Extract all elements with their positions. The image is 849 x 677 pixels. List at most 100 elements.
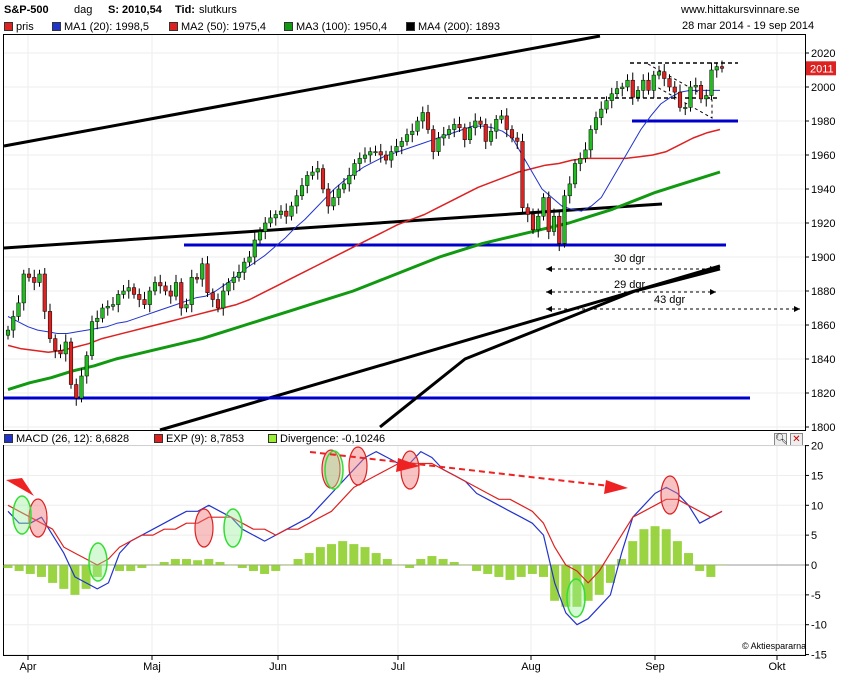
legend-swatch (268, 434, 277, 443)
ma1-line (7, 89, 720, 334)
candle-body (21, 273, 26, 304)
legend-item-ma1: MA1 (20): 1998,5 (52, 21, 149, 33)
divergence-arrow-head-2 (396, 458, 420, 472)
period-label: dag (74, 4, 93, 16)
candle-body (95, 317, 100, 322)
candle-body (11, 316, 16, 331)
divergence-bar (650, 526, 660, 565)
candle-body (331, 197, 336, 207)
type-label: Tid: (175, 4, 195, 16)
candle-body (698, 85, 704, 100)
divergence-bar (661, 529, 671, 565)
divergence-bar (103, 565, 113, 566)
candle-body (583, 149, 588, 159)
bearish-cross-marker (28, 498, 48, 538)
candle-body (651, 74, 656, 91)
y-tick-label: 1860 (811, 320, 835, 332)
arrow-head (546, 266, 552, 272)
x-tick-label: Jun (269, 661, 287, 673)
divergence-bar (427, 556, 437, 565)
bullish-cross-marker (324, 450, 344, 490)
bullish-cross-marker (566, 578, 586, 618)
x-tick-label: Apr (19, 661, 36, 673)
divergence-bar (527, 565, 537, 574)
candle-body (588, 129, 593, 151)
divergence-bar (81, 565, 91, 589)
divergence-bar (371, 553, 381, 565)
candle-body (478, 120, 483, 125)
candle-body (578, 158, 583, 164)
legend-item-divergence: Divergence: -0,10246 (268, 433, 385, 445)
ma2-line (7, 128, 721, 353)
candle-body (509, 129, 515, 139)
divergence-bar (706, 565, 716, 577)
candle-body (362, 154, 368, 159)
candle-body (58, 350, 63, 355)
candle-body (131, 287, 137, 295)
candle-body (147, 290, 152, 305)
divergence-bar (3, 565, 13, 568)
candle-body (646, 79, 651, 91)
candle-body (352, 163, 357, 176)
candle-body (79, 375, 84, 399)
bearish-cross-marker (660, 475, 680, 515)
divergence-arrow-left (6, 478, 34, 496)
close-icon[interactable]: ✕ (790, 433, 803, 446)
divergence-bar (282, 565, 292, 566)
candle-body (173, 282, 179, 297)
candle-body (378, 151, 383, 156)
candle-body (562, 195, 567, 244)
candle-body (436, 137, 441, 152)
candle-body (42, 273, 47, 312)
divergence-bar (260, 565, 270, 574)
macd-legend: MACD (26, 12): 8,6828 EXP (9): 8,7853 Di… (4, 433, 504, 447)
y-tick-label: 1960 (811, 150, 835, 162)
divergence-bar (25, 565, 35, 574)
y-tick-label: 1900 (811, 252, 835, 264)
divergence-bar (92, 565, 102, 577)
candle-body (347, 175, 352, 185)
candle-body (158, 282, 163, 287)
day-count-label: 29 dgr (614, 279, 646, 291)
day-count-label: 43 dgr (654, 294, 686, 306)
divergence-bar (416, 559, 426, 565)
signal-line (7, 462, 723, 584)
divergence-bar (405, 565, 415, 568)
candle-body (625, 79, 630, 88)
x-tick-label: Aug (521, 661, 541, 673)
candle-body (473, 120, 478, 129)
last-close-label: S: 2010,54 (108, 4, 162, 16)
divergence-bar (148, 565, 158, 566)
candle-body (205, 263, 210, 293)
legend-swatch (4, 22, 13, 31)
divergence-bar (14, 565, 24, 571)
candle-body (326, 188, 331, 207)
candle-body (126, 287, 131, 292)
divergence-bar (315, 547, 325, 565)
candle-body (299, 185, 305, 197)
candle-body (593, 117, 599, 130)
divergence-bar (684, 553, 694, 565)
price-legend: pris MA1 (20): 1998,5 MA2 (50): 1975,4 M… (4, 21, 524, 35)
candle-body (446, 129, 452, 135)
legend-swatch (52, 22, 61, 31)
candle-body (284, 210, 289, 217)
price-panel (3, 34, 806, 431)
arrow-head (710, 289, 716, 295)
divergence-bar (572, 565, 582, 607)
candle-body (425, 112, 431, 130)
candle-body (693, 85, 698, 88)
candle-body (116, 294, 121, 305)
divergence-arrow-head (604, 480, 628, 494)
legend-swatch (406, 22, 415, 31)
candle-body (68, 341, 74, 385)
candle-body (137, 294, 142, 300)
candle-body (704, 95, 709, 100)
bullish-cross-marker (223, 508, 243, 548)
divergence-bar (449, 562, 459, 565)
divergence-bar (215, 562, 225, 565)
candle-body (635, 90, 641, 98)
divergence-bar (628, 541, 638, 565)
divergence-bar (237, 565, 247, 568)
divergence-bar (382, 559, 392, 565)
